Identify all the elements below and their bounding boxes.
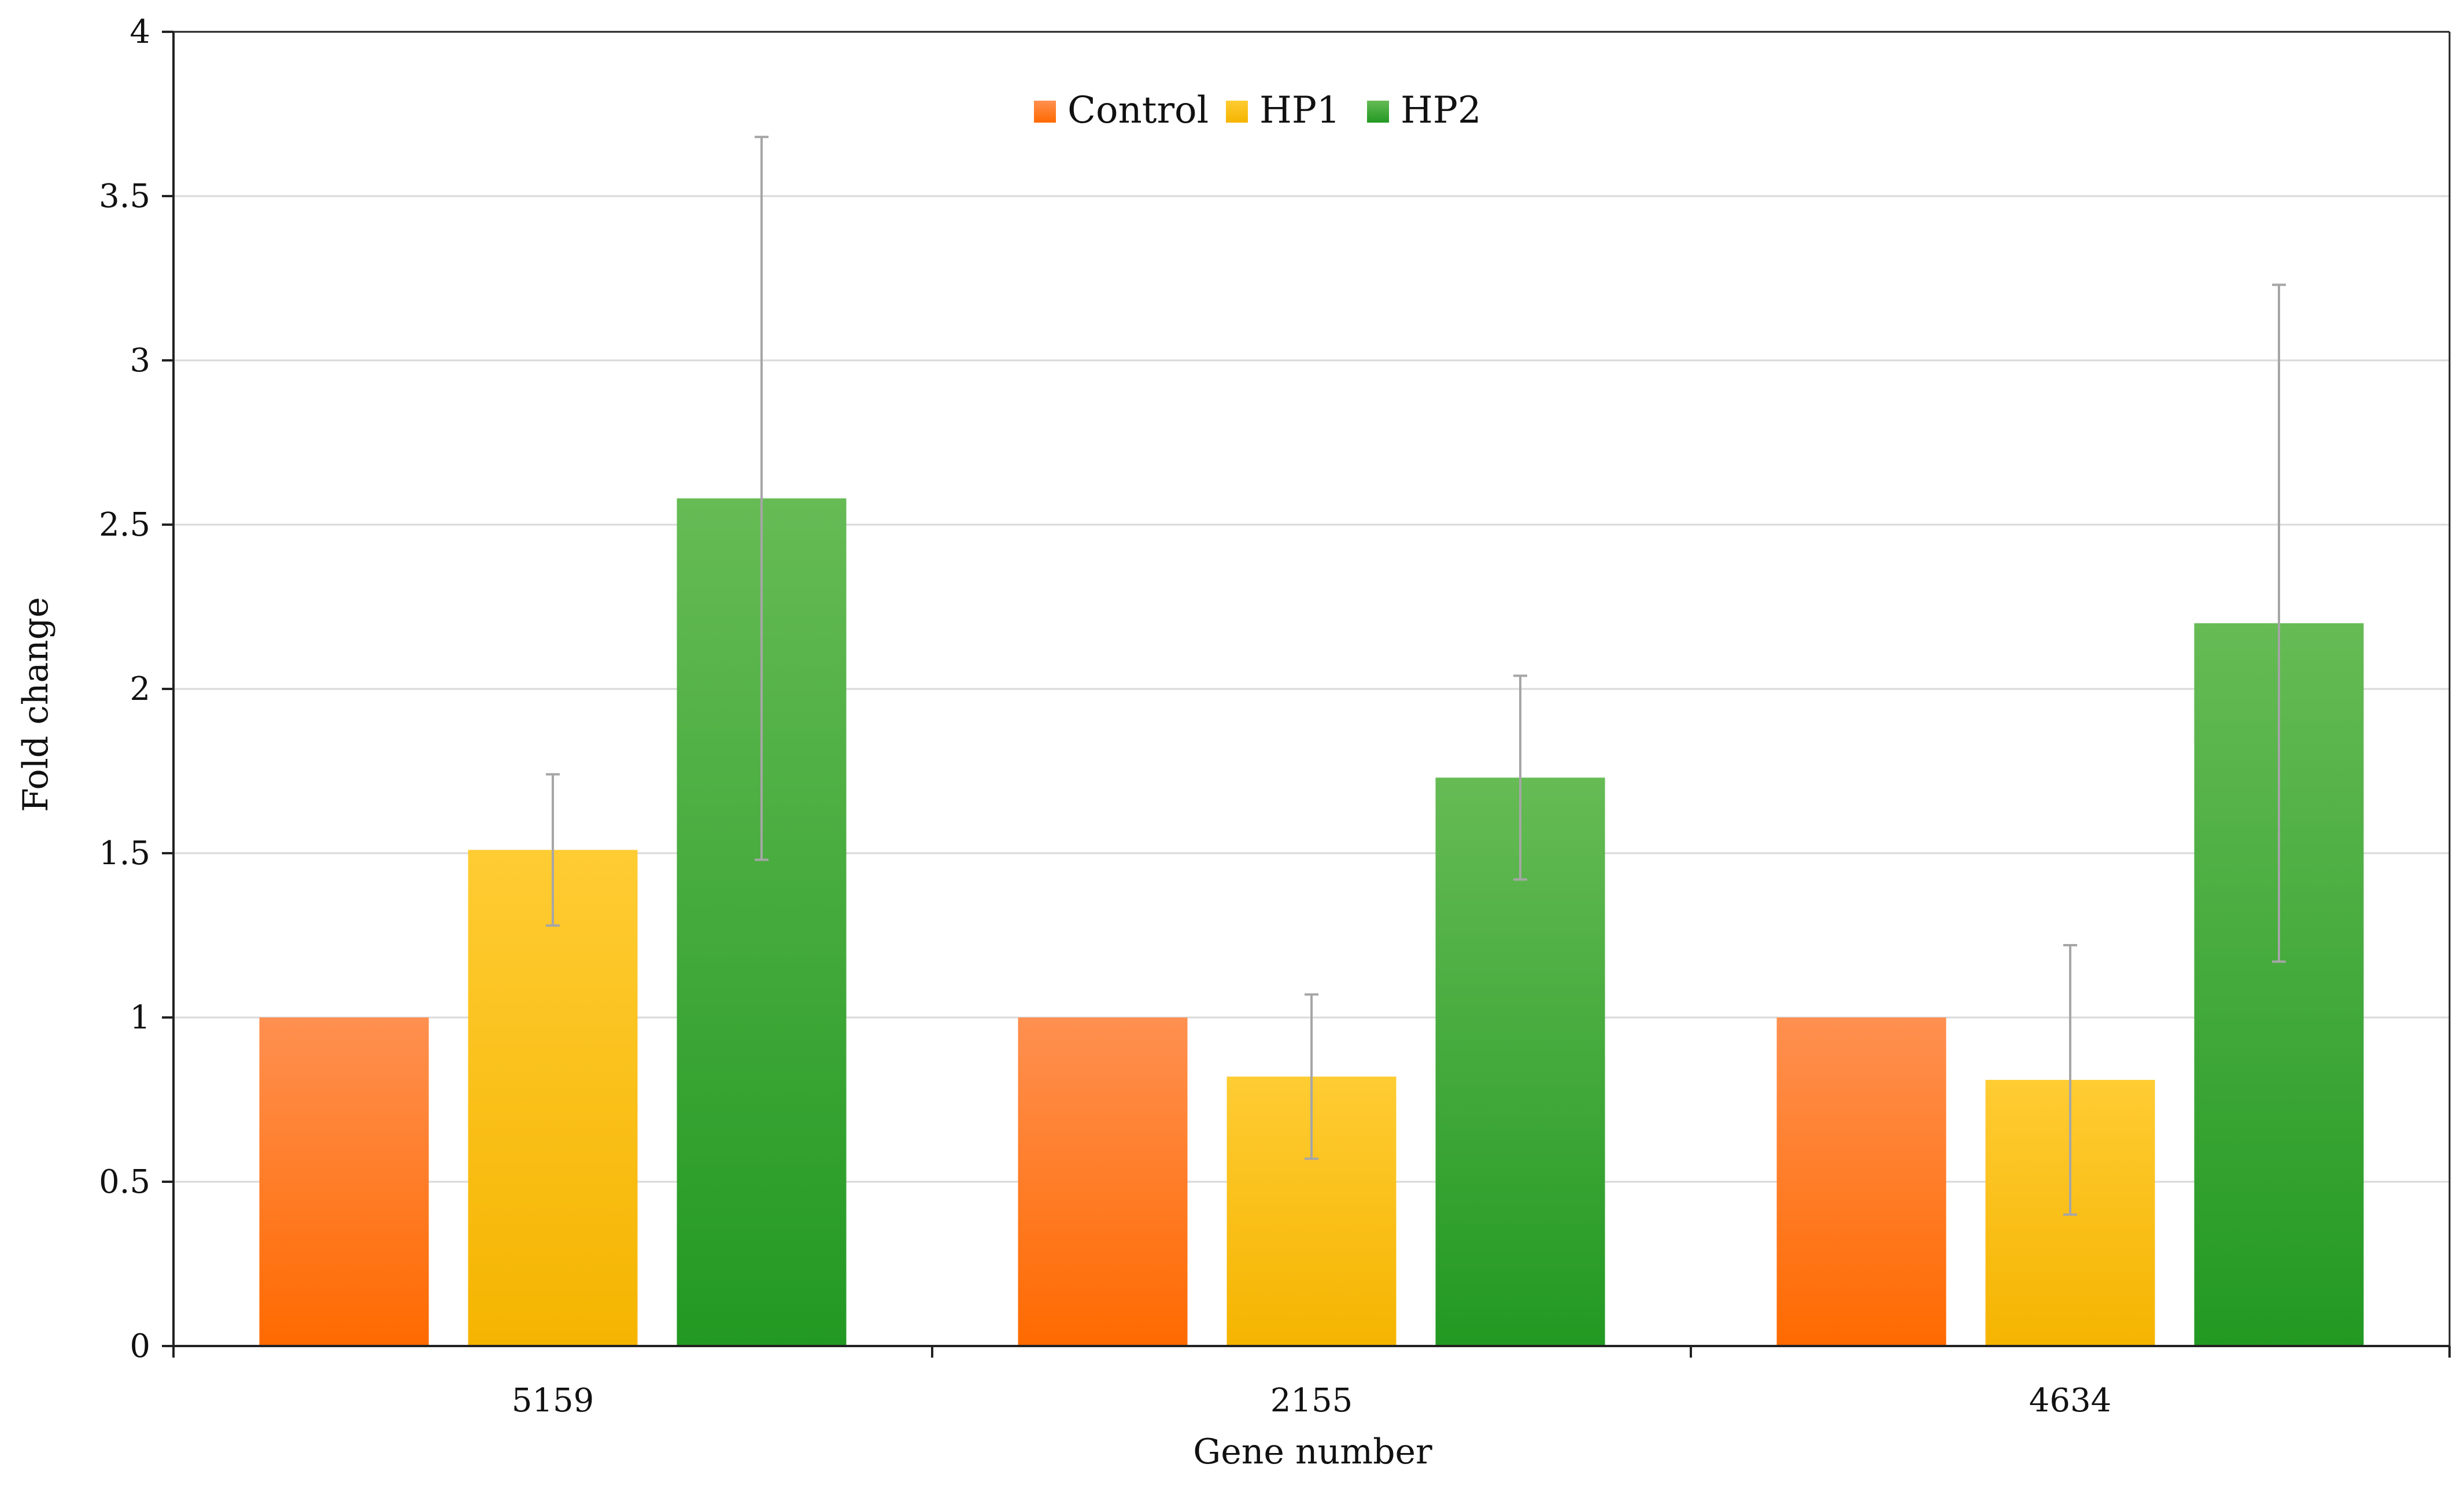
y-tick-label: 3.5 xyxy=(99,178,150,215)
error-bar-hp1-5159 xyxy=(546,773,560,927)
error-bars xyxy=(546,135,2286,1216)
y-tick-label: 4 xyxy=(130,13,150,51)
x-axis-title: Gene number xyxy=(1193,1432,1432,1472)
legend-swatch xyxy=(1226,101,1248,123)
legend-item-hp1: HP1 xyxy=(1226,89,1340,132)
error-bar-hp2-2155 xyxy=(1513,674,1527,881)
error-bar-hp1-4634 xyxy=(2063,944,2077,1216)
bar-hp1-5159 xyxy=(468,850,638,1346)
bar-control-4634 xyxy=(1776,1017,1946,1346)
y-tick-label: 2.5 xyxy=(99,506,150,544)
x-tick-label: 5159 xyxy=(512,1382,594,1419)
y-tick-label: 2 xyxy=(130,670,150,708)
legend: Control HP1 HP2 xyxy=(1034,89,1482,132)
error-bar-hp2-4634 xyxy=(2272,283,2286,963)
y-axis-title: Fold change xyxy=(16,597,56,812)
bars xyxy=(259,498,2364,1346)
y-tick-label: 1 xyxy=(130,999,150,1037)
bar-control-5159 xyxy=(259,1017,429,1346)
legend-label: Control xyxy=(1067,89,1209,132)
y-tick-label: 0.5 xyxy=(99,1163,150,1201)
legend-item-hp2: HP2 xyxy=(1367,89,1482,132)
y-tick-label: 0 xyxy=(130,1328,150,1365)
legend-swatch xyxy=(1034,101,1056,123)
legend-label: HP2 xyxy=(1401,89,1482,132)
y-tick-label: 3 xyxy=(130,342,150,379)
error-bar-hp2-5159 xyxy=(755,135,769,861)
tick-labels: 0 0.5 1 1.5 2 2.5 3 3.5 4 5159 2155 4634 xyxy=(99,13,2111,1419)
bar-control-2155 xyxy=(1018,1017,1188,1346)
error-bar-hp1-2155 xyxy=(1305,993,1318,1160)
legend-label: HP1 xyxy=(1259,89,1340,132)
x-tick-label: 4634 xyxy=(2029,1382,2112,1419)
y-tick-label: 1.5 xyxy=(99,835,150,872)
axes xyxy=(162,31,2451,1358)
x-tick-label: 2155 xyxy=(1270,1382,1353,1419)
legend-swatch xyxy=(1367,101,1389,123)
legend-item-control: Control xyxy=(1034,89,1209,132)
